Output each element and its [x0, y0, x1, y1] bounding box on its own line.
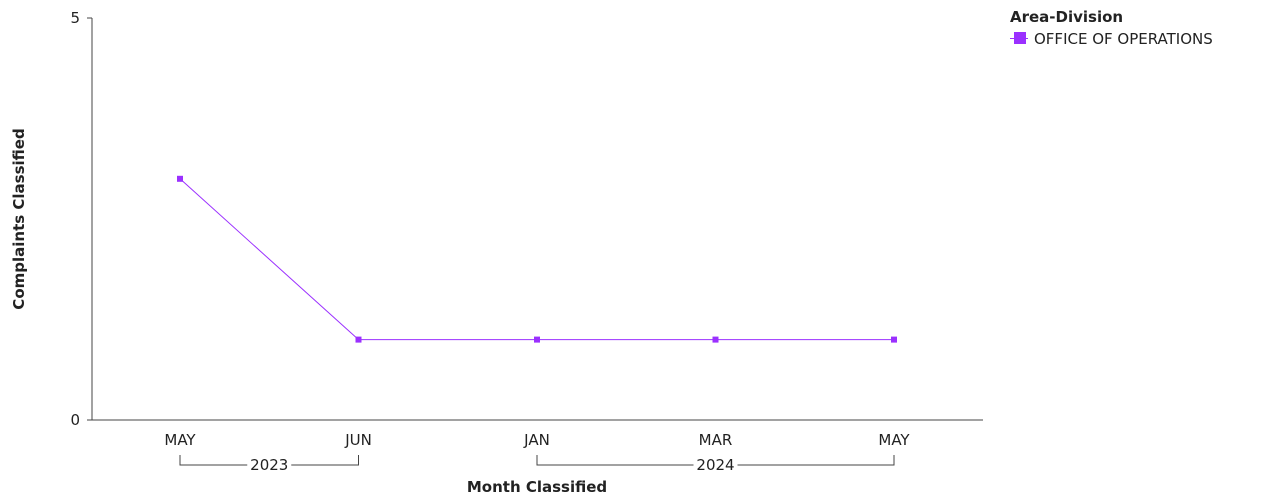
- y-tick-label: 0: [70, 411, 80, 429]
- x-tick-label: MAR: [699, 431, 733, 449]
- x-axis-title: Month Classified: [467, 478, 607, 496]
- chart-axes: 0 5 MAY JUN JAN MAR MAY 2023 2024: [70, 9, 983, 474]
- series-layer: [177, 175, 897, 343]
- legend-swatch-icon: [1010, 32, 1028, 46]
- line-chart: 0 5 MAY JUN JAN MAR MAY 2023 2024 Complaints Cla…: [10, 9, 983, 496]
- x-tick-label: JAN: [523, 431, 550, 449]
- data-point: [891, 336, 897, 343]
- legend-item: OFFICE OF OPERATIONS: [1010, 30, 1213, 48]
- data-point: [177, 175, 183, 182]
- year-group-label: 2024: [696, 456, 734, 474]
- y-tick-label: 5: [70, 9, 80, 27]
- y-axis-title: Complaints Classified: [10, 128, 28, 309]
- legend-title: Area-Division: [1010, 8, 1124, 26]
- x-tick-label: JUN: [344, 431, 372, 449]
- x-tick-label: MAY: [164, 431, 196, 449]
- x-tick-label: MAY: [878, 431, 910, 449]
- data-point: [534, 336, 540, 343]
- legend: Area-Division OFFICE OF OPERATIONS: [1010, 8, 1213, 48]
- year-group-bracket: [536, 455, 895, 466]
- data-point: [355, 336, 362, 343]
- legend-label: OFFICE OF OPERATIONS: [1034, 30, 1213, 48]
- series-line: [179, 178, 894, 341]
- data-point: [712, 336, 719, 343]
- year-group-bracket: [179, 455, 359, 466]
- year-group-label: 2023: [250, 456, 288, 474]
